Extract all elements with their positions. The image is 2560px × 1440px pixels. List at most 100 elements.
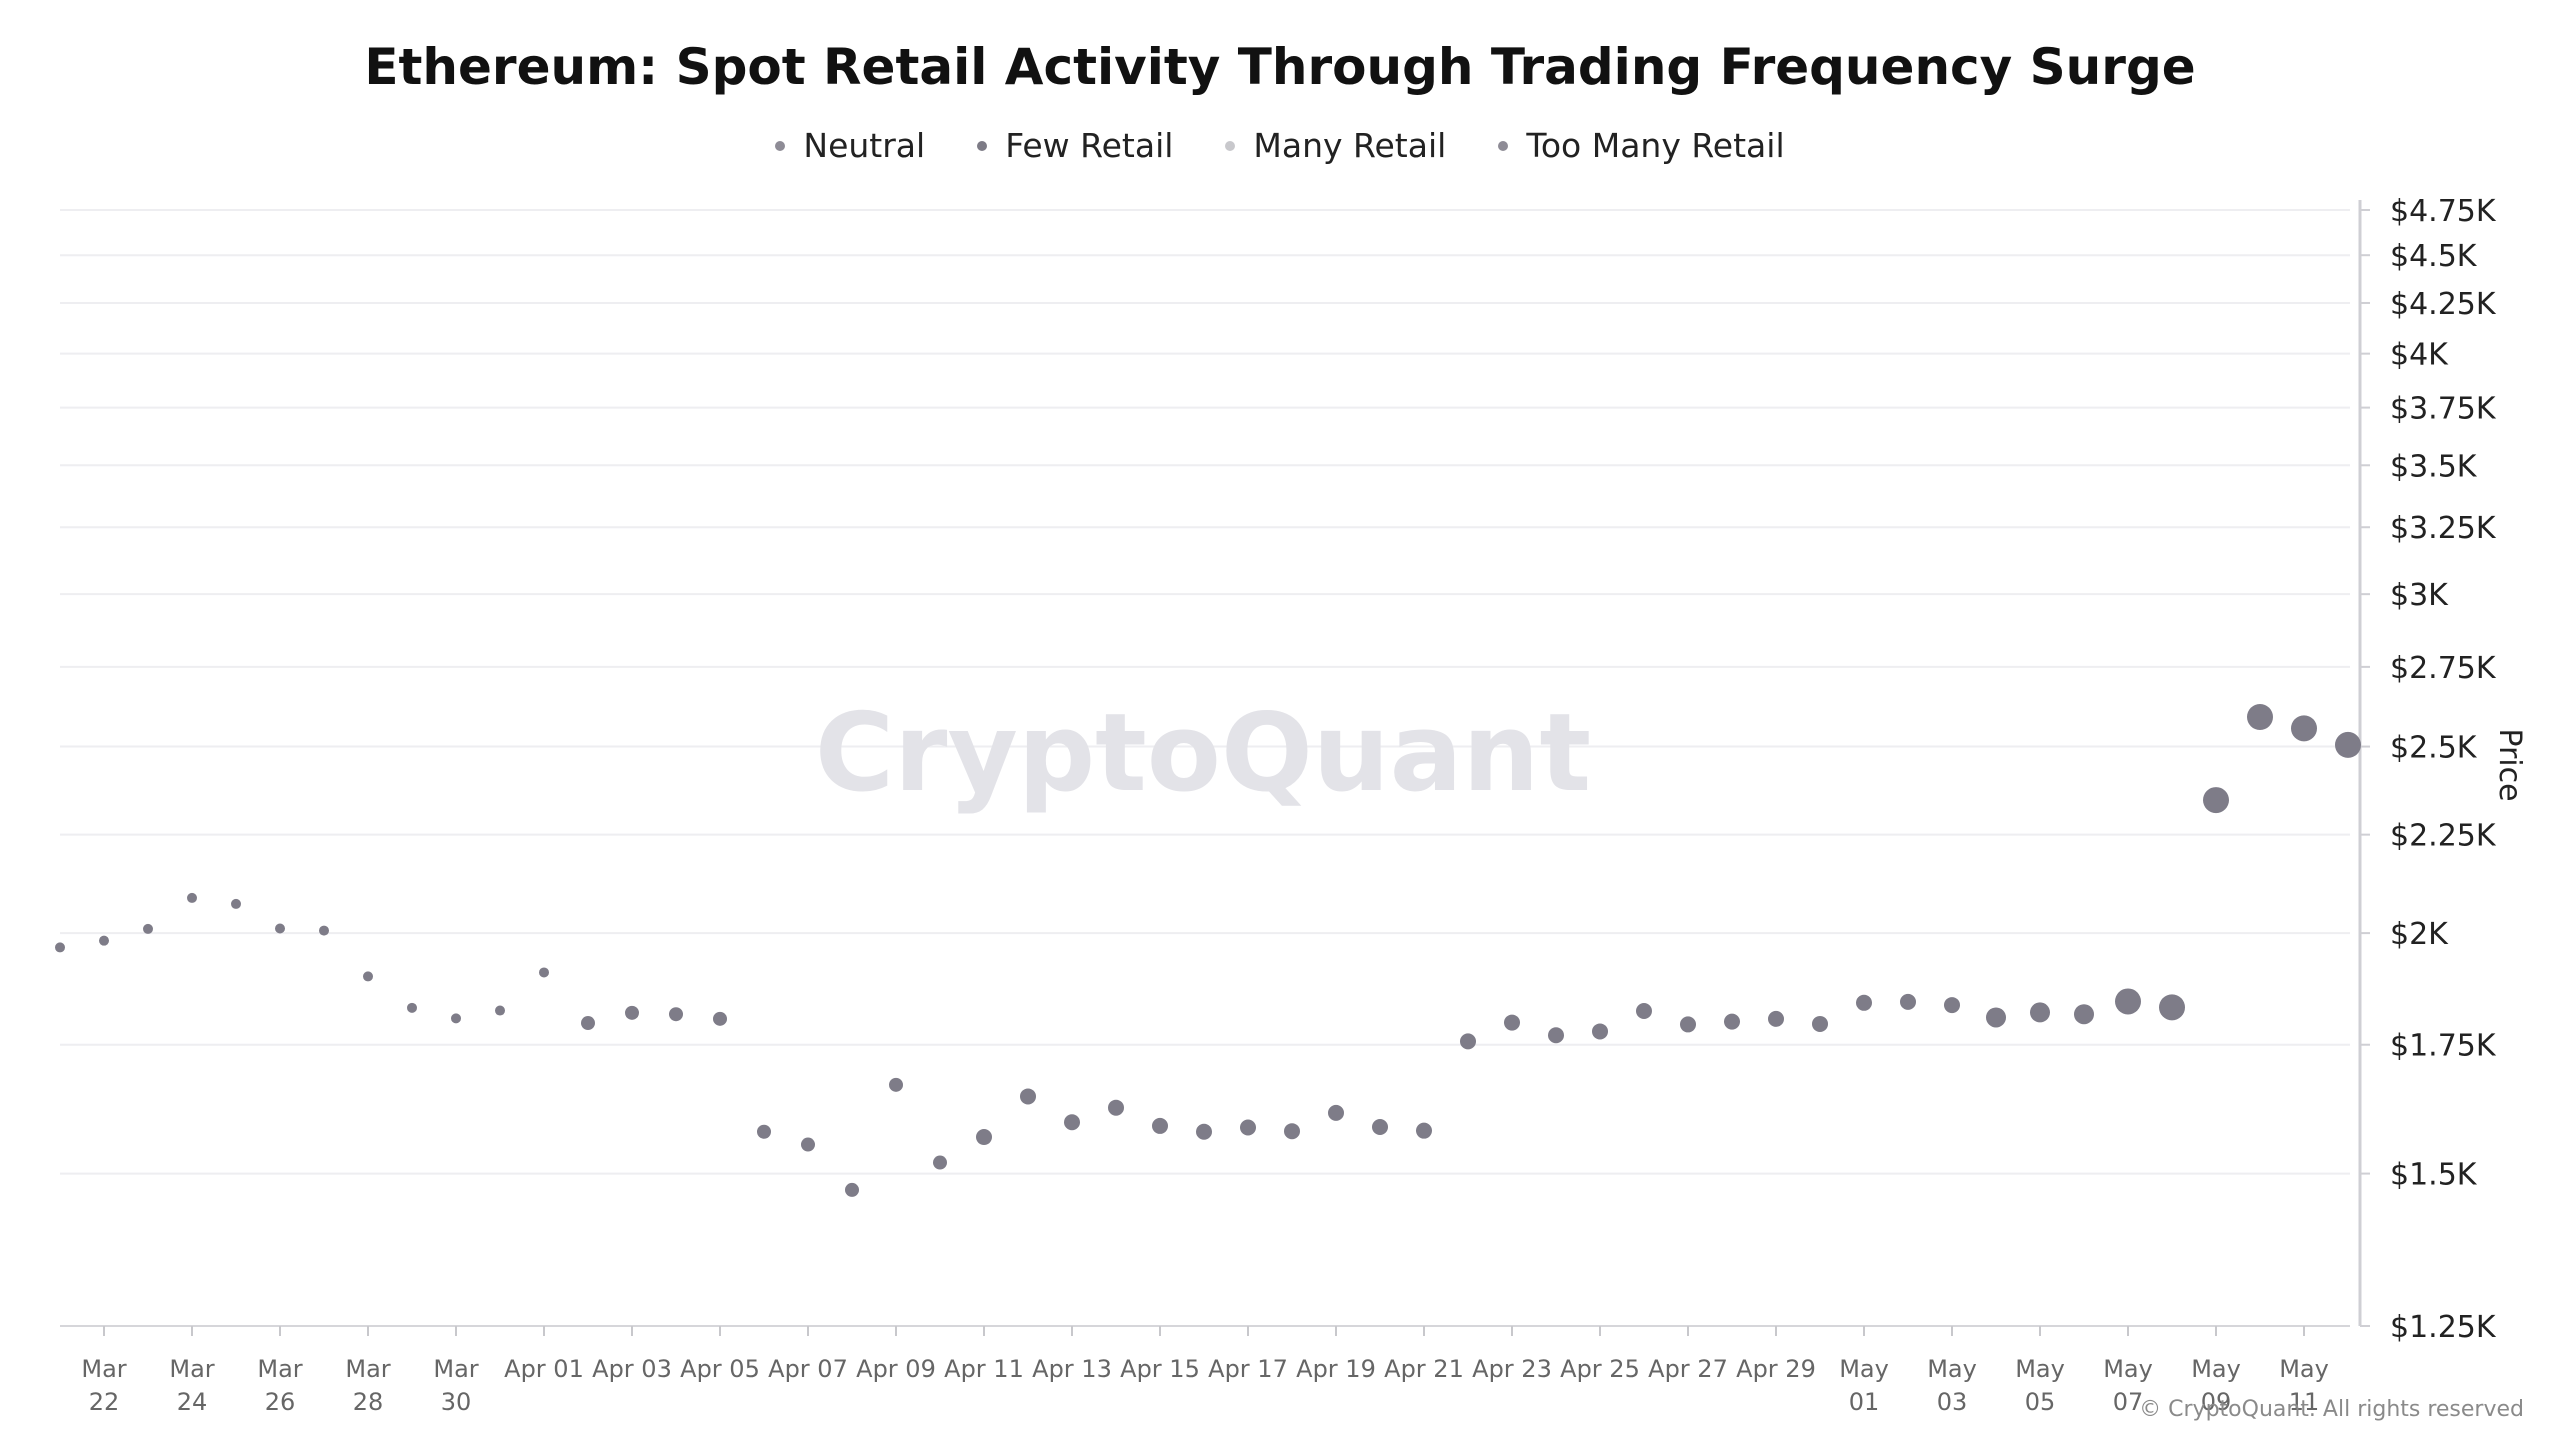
y-tick-label: $4.75K	[2390, 194, 2497, 229]
data-point	[581, 1016, 595, 1031]
x-tick-label: Apr 21	[1384, 1355, 1464, 1383]
data-point	[1328, 1104, 1344, 1121]
legend-dot-icon	[775, 140, 786, 151]
data-point	[319, 925, 329, 936]
data-point	[275, 923, 285, 934]
x-tick-label: 24	[177, 1388, 208, 1416]
x-tick-label: May	[2191, 1355, 2241, 1383]
x-tick-label: Mar	[81, 1355, 126, 1383]
data-points	[55, 703, 2361, 1197]
x-axis-ticks: Mar 22 Mar 24 Mar 26 Mar 28 Mar 30 Apr 01 Apr 03 Apr…	[81, 1326, 2329, 1416]
x-tick-label: Apr 05	[680, 1355, 760, 1383]
data-point	[1020, 1088, 1036, 1105]
legend-item-many-retail[interactable]: Many Retail	[1225, 126, 1446, 165]
data-point	[1240, 1119, 1256, 1136]
x-tick-label: May	[2279, 1355, 2329, 1383]
y-tick-label: $2.75K	[2390, 651, 2497, 686]
data-point	[933, 1155, 947, 1170]
data-point	[889, 1077, 903, 1092]
watermark: CryptoQuant	[815, 691, 1591, 816]
y-tick-label: $4.5K	[2390, 239, 2478, 274]
data-point	[495, 1005, 505, 1016]
x-tick-label: Apr 17	[1208, 1355, 1288, 1383]
data-point	[1680, 1016, 1696, 1033]
data-point	[539, 967, 549, 978]
x-tick-label: Apr 15	[1120, 1355, 1200, 1383]
legend-dot-icon	[977, 140, 988, 151]
data-point	[1372, 1118, 1388, 1135]
x-tick-label: Apr 13	[1032, 1355, 1112, 1383]
y-tick-label: $1.25K	[2390, 1310, 2497, 1345]
data-point	[1724, 1013, 1740, 1030]
data-point	[1944, 997, 1960, 1014]
x-tick-label: 01	[1849, 1388, 1880, 1416]
y-tick-label: $3.75K	[2390, 392, 2497, 427]
x-tick-label: 11	[2289, 1388, 2320, 1416]
x-tick-label: Apr 09	[856, 1355, 936, 1383]
data-point	[669, 1007, 683, 1022]
x-tick-label: 05	[2025, 1388, 2056, 1416]
copyright-notice: © CryptoQuant. All rights reserved	[2139, 1397, 2524, 1422]
y-tick-label: $3.5K	[2390, 449, 2478, 484]
y-tick-label: $2K	[2390, 917, 2449, 952]
y-tick-label: $1.5K	[2390, 1158, 2478, 1193]
data-point	[1548, 1027, 1564, 1044]
y-tick-label: $1.75K	[2390, 1029, 2497, 1064]
data-point	[1284, 1123, 1300, 1140]
legend-dot-icon	[1225, 140, 1236, 151]
legend-item-too-many-retail[interactable]: Too Many Retail	[1498, 126, 1785, 165]
x-tick-label: Apr 19	[1296, 1355, 1376, 1383]
x-tick-label: May	[2015, 1355, 2065, 1383]
x-tick-label: Mar	[433, 1355, 478, 1383]
data-point	[845, 1182, 859, 1197]
legend-dot-icon	[1498, 140, 1509, 151]
data-point	[2203, 787, 2229, 814]
data-point	[1812, 1015, 1828, 1032]
legend-item-neutral[interactable]: Neutral	[775, 126, 925, 165]
data-point	[1504, 1014, 1520, 1031]
data-point	[2159, 994, 2185, 1021]
x-tick-label: Apr 07	[768, 1355, 848, 1383]
legend: Neutral Few Retail Many Retail Too Many …	[0, 126, 2560, 165]
x-tick-label: 07	[2113, 1388, 2144, 1416]
y-axis-label: Price	[2492, 728, 2527, 801]
chart-title: Ethereum: Spot Retail Activity Through T…	[364, 38, 2196, 96]
x-tick-label: 26	[265, 1388, 296, 1416]
x-tick-label: Apr 25	[1560, 1355, 1640, 1383]
data-point	[363, 971, 373, 982]
x-tick-label: Apr 27	[1648, 1355, 1728, 1383]
data-point	[99, 935, 109, 946]
data-point	[713, 1011, 727, 1026]
y-tick-label: $3K	[2390, 578, 2449, 613]
x-tick-label: 30	[441, 1388, 472, 1416]
y-axis-ticks: $4.75K $4.5K $4.25K $4K $3.75K $3.5K $3.25K $3K…	[2360, 194, 2497, 1345]
legend-item-few-retail[interactable]: Few Retail	[977, 126, 1173, 165]
data-point	[2291, 715, 2317, 742]
x-tick-label: Apr 11	[944, 1355, 1024, 1383]
data-point	[451, 1013, 461, 1024]
data-point	[2335, 731, 2361, 758]
data-point	[1196, 1123, 1212, 1140]
data-point	[55, 942, 65, 953]
data-point	[187, 892, 197, 903]
x-tick-label: Mar	[345, 1355, 390, 1383]
data-point	[1064, 1114, 1080, 1131]
x-tick-label: Apr 01	[504, 1355, 584, 1383]
y-tick-label: $2.25K	[2390, 819, 2497, 854]
x-tick-label: Apr 03	[592, 1355, 672, 1383]
data-point	[1152, 1117, 1168, 1134]
x-tick-label: Apr 23	[1472, 1355, 1552, 1383]
x-tick-label: 03	[1937, 1388, 1968, 1416]
data-point	[1900, 993, 1916, 1010]
data-point	[1416, 1122, 1432, 1139]
y-tick-label: $4.25K	[2390, 287, 2497, 322]
data-point	[625, 1005, 639, 1020]
data-point	[231, 898, 241, 909]
x-tick-label: Mar	[257, 1355, 302, 1383]
data-point	[1592, 1023, 1608, 1040]
y-tick-label: $2.5K	[2390, 731, 2478, 766]
data-point	[976, 1129, 992, 1146]
data-point	[2247, 703, 2273, 730]
data-point	[1460, 1033, 1476, 1050]
